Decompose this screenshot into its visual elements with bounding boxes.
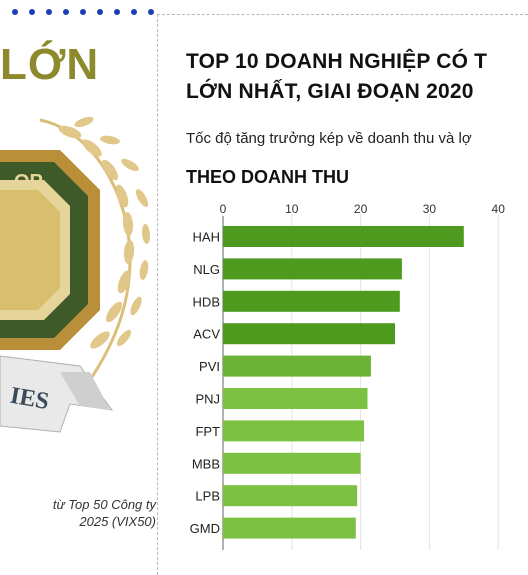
x-tick-label: 30 bbox=[423, 202, 437, 216]
category-label: MBB bbox=[192, 456, 220, 471]
bar bbox=[223, 355, 371, 377]
award-emblem: OP IES bbox=[0, 116, 151, 433]
emblem-text-top: OP bbox=[14, 171, 43, 193]
category-label: NLG bbox=[193, 262, 220, 277]
vertical-divider bbox=[157, 14, 158, 575]
decorative-dot bbox=[12, 9, 18, 15]
page-title-line-2: LỚN NHẤT, GIAI ĐOẠN 2020 bbox=[186, 80, 474, 103]
category-label: ACV bbox=[193, 327, 220, 342]
decorative-dot bbox=[131, 9, 137, 15]
decorative-dot bbox=[46, 9, 52, 15]
caption-line-2: 2025 (VIX50) bbox=[79, 514, 156, 529]
category-label: LPB bbox=[195, 489, 220, 504]
page-subtitle: Tốc độ tăng trưởng kép về doanh thu và l… bbox=[186, 130, 472, 147]
decorative-dot bbox=[114, 9, 120, 15]
chart-title: THEO DOANH THU bbox=[186, 167, 349, 187]
bar bbox=[223, 485, 358, 507]
decorative-dot bbox=[148, 9, 154, 15]
decorative-dot bbox=[97, 9, 103, 15]
bar bbox=[223, 420, 365, 442]
caption-line-1: từ Top 50 Công ty bbox=[52, 497, 156, 512]
x-tick-label: 10 bbox=[285, 202, 299, 216]
category-label: HAH bbox=[193, 230, 220, 245]
decorative-dot bbox=[80, 9, 86, 15]
bar bbox=[223, 517, 356, 539]
x-tick-label: 20 bbox=[354, 202, 368, 216]
category-label: HDB bbox=[193, 294, 220, 309]
x-tick-label: 0 bbox=[220, 202, 227, 216]
x-tick-label: 40 bbox=[492, 202, 506, 216]
category-label: PVI bbox=[199, 359, 220, 374]
page-title-line-1: TOP 10 DOANH NGHIỆP CÓ T bbox=[186, 50, 488, 73]
bar bbox=[223, 323, 395, 345]
category-label: PNJ bbox=[195, 392, 220, 407]
bar bbox=[223, 452, 361, 474]
bar bbox=[223, 226, 464, 247]
bar bbox=[223, 388, 368, 409]
category-label: FPT bbox=[195, 424, 220, 439]
bar bbox=[223, 258, 402, 280]
left-title: LỚN bbox=[0, 40, 100, 89]
decorative-dot bbox=[29, 9, 35, 15]
bar bbox=[223, 290, 400, 312]
decorative-dot bbox=[63, 9, 69, 15]
category-label: GMD bbox=[190, 521, 220, 536]
horizontal-divider bbox=[157, 14, 528, 15]
decorative-dots bbox=[0, 9, 160, 15]
